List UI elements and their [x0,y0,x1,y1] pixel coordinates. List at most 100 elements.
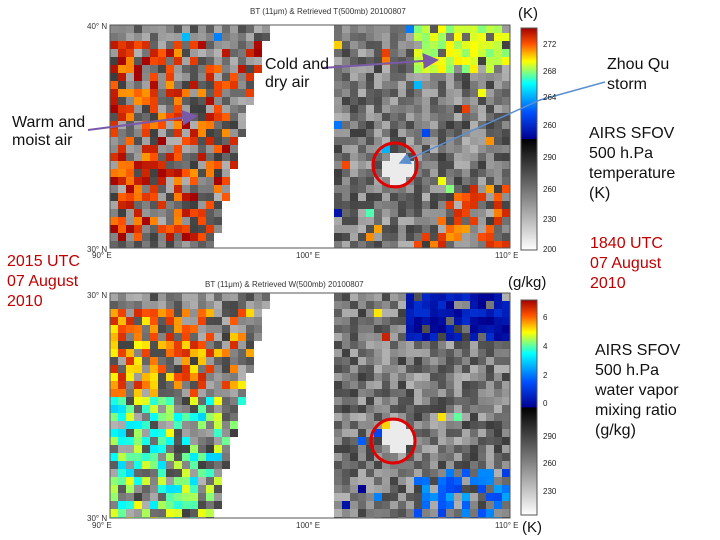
map-pixel [174,113,182,121]
map-pixel [190,493,198,501]
map-pixel [110,341,118,349]
map-pixel [158,349,166,357]
map-pixel [390,325,398,333]
map-pixel [342,365,350,373]
map-pixel [462,241,470,248]
map-pixel [230,373,238,381]
map-pixel [398,493,406,501]
map-pixel [142,193,150,201]
map-pixel [438,309,446,317]
map-pixel [190,429,198,437]
map-pixel [430,509,438,517]
map-pixel [390,81,398,89]
map-pixel [502,89,510,97]
map-pixel [502,169,510,177]
map-pixel [110,49,118,57]
map-pixel [110,145,118,153]
map-pixel [454,89,462,97]
map-pixel [382,461,390,469]
map-pixel [126,357,134,365]
map-pixel [454,129,462,137]
map-pixel [110,357,118,365]
map-pixel [478,145,486,153]
map-pixel [422,105,430,113]
map-pixel [334,429,342,437]
map-pixel [342,217,350,225]
map-pixel [342,57,350,65]
map-pixel [350,365,358,373]
map-pixel [350,405,358,413]
map-pixel [502,365,510,373]
map-pixel [206,485,214,493]
map-pixel [158,209,166,217]
map-pixel [438,105,446,113]
map-pixel [198,209,206,217]
map-pixel [382,445,390,453]
map-pixel [454,233,462,241]
map-pixel [166,121,174,129]
map-pixel [126,89,134,97]
map-pixel [334,397,342,405]
map-pixel [230,153,238,161]
annotation: 2010 [590,275,626,292]
map-pixel [230,301,238,309]
map-pixel [406,365,414,373]
map-pixel [430,97,438,105]
map-pixel [206,317,214,325]
map-pixel [150,41,158,49]
map-pixel [214,453,222,461]
map-pixel [150,493,158,501]
map-pixel [230,413,238,421]
map-pixel [118,509,126,517]
map-pixel [166,461,174,469]
map-pixel [118,153,126,161]
map-pixel [158,421,166,429]
map-pixel [470,293,478,301]
map-pixel [182,301,190,309]
map-pixel [150,241,158,248]
map-pixel [470,405,478,413]
map-pixel [222,33,230,41]
map-pixel [390,365,398,373]
map-pixel [470,381,478,389]
map-pixel [486,493,494,501]
map-pixel [182,373,190,381]
map-pixel [334,405,342,413]
map-pixel [382,241,390,248]
map-pixel [454,469,462,477]
map-pixel [142,41,150,49]
map-pixel [206,293,214,301]
map-pixel [230,389,238,397]
map-pixel [358,309,366,317]
map-pixel [406,301,414,309]
map-pixel [350,333,358,341]
map-pixel [166,225,174,233]
map-pixel [110,225,118,233]
map-pixel [142,373,150,381]
map-pixel [126,33,134,41]
map-pixel [446,57,454,65]
map-pixel [350,397,358,405]
map-pixel [366,33,374,41]
map-pixel [382,373,390,381]
map-pixel [174,49,182,57]
map-pixel [166,137,174,145]
map-pixel [478,233,486,241]
map-pixel [390,241,398,248]
lat-label: 30° N [87,245,107,254]
map-pixel [142,169,150,177]
map-pixel [110,301,118,309]
map-pixel [246,49,254,57]
map-pixel [462,421,470,429]
map-pixel [454,445,462,453]
map-pixel [486,421,494,429]
map-pixel [366,177,374,185]
map-pixel [118,373,126,381]
map-pixel [142,225,150,233]
map-pixel [174,461,182,469]
map-pixel [334,65,342,73]
map-pixel [334,477,342,485]
map-pixel [222,325,230,333]
map-pixel [214,49,222,57]
map-pixel [190,33,198,41]
